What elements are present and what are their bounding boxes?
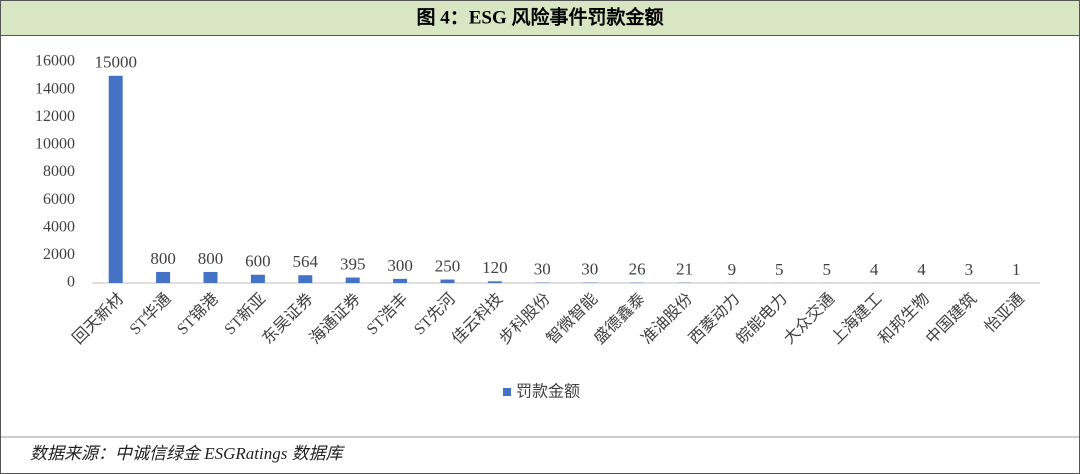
data-label: 800	[198, 249, 224, 268]
y-tick-label: 16000	[35, 53, 75, 70]
data-label: 1	[1012, 260, 1021, 279]
data-label: 564	[293, 252, 319, 271]
y-tick-label: 10000	[35, 136, 75, 153]
y-tick-label: 6000	[43, 191, 75, 208]
data-label: 9	[728, 260, 737, 279]
data-label: 250	[435, 256, 461, 275]
y-tick-label: 12000	[35, 108, 75, 125]
legend-swatch	[503, 388, 511, 396]
bar	[108, 75, 123, 283]
y-tick-label: 2000	[43, 246, 75, 263]
source-note: 数据来源：中诚信绿金 ESGRatings 数据库	[30, 444, 346, 463]
data-label: 395	[340, 254, 366, 273]
header-bar	[0, 0, 1080, 36]
data-label: 800	[150, 249, 176, 268]
bar	[156, 271, 171, 283]
data-label: 4	[870, 260, 879, 279]
data-label: 300	[387, 256, 413, 275]
data-label: 600	[245, 252, 271, 271]
y-tick-label: 8000	[43, 163, 75, 180]
y-tick-label: 0	[67, 274, 75, 291]
data-label: 120	[482, 258, 508, 277]
data-label: 5	[822, 260, 831, 279]
data-label: 15000	[94, 53, 137, 72]
data-label: 3	[965, 260, 974, 279]
data-label: 30	[581, 259, 598, 278]
legend-label: 罚款金额	[516, 383, 580, 401]
chart-title: 图 4：ESG 风险事件罚款金额	[416, 5, 663, 28]
bar	[345, 277, 360, 283]
bar	[487, 281, 502, 283]
data-label: 26	[629, 260, 646, 279]
bar	[298, 275, 313, 283]
data-label: 30	[534, 259, 551, 278]
y-tick-label: 14000	[35, 80, 75, 97]
data-label: 5	[775, 260, 784, 279]
data-label: 21	[676, 260, 693, 279]
bar	[203, 271, 218, 283]
bar	[393, 278, 408, 283]
data-label: 4	[917, 260, 926, 279]
bar	[440, 279, 455, 283]
y-tick-label: 4000	[43, 218, 75, 235]
bar	[250, 274, 265, 283]
